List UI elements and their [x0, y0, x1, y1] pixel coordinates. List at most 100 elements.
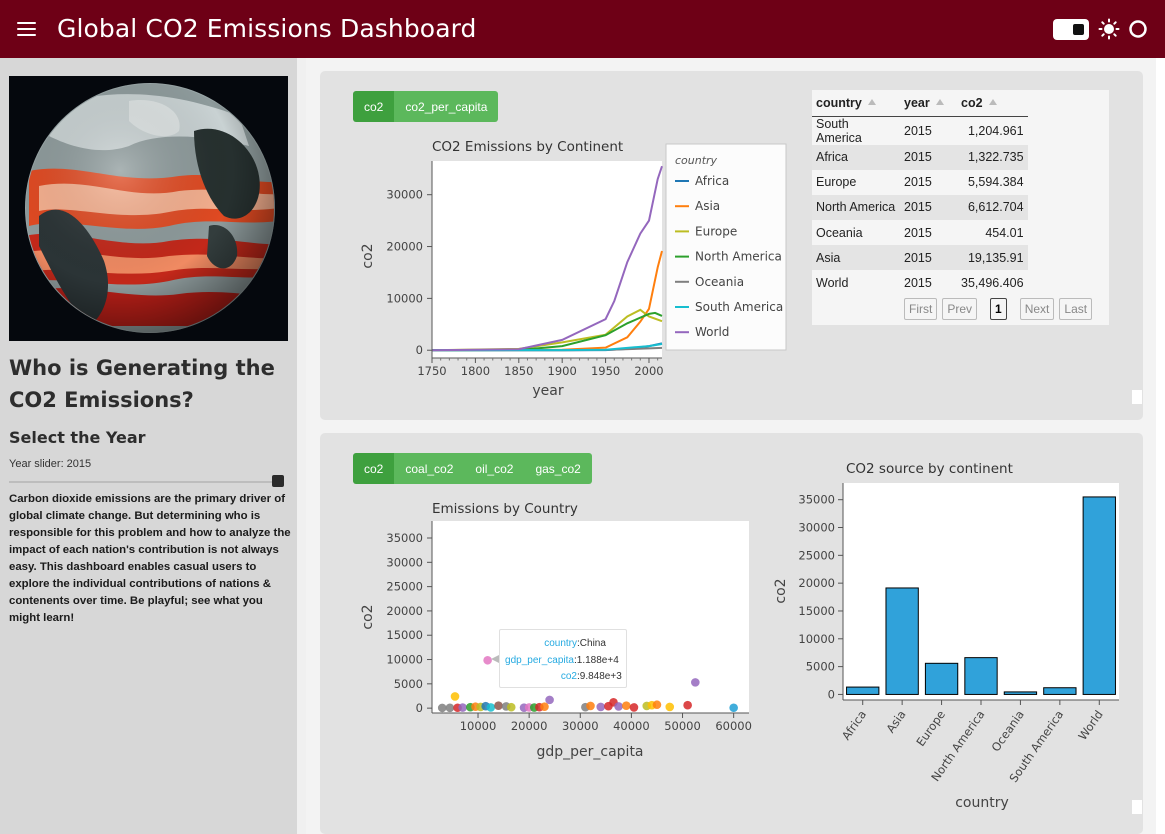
legend-label-north-america: North America [695, 250, 782, 264]
x-tick-label: 1950 [591, 364, 620, 378]
scatter-point[interactable] [621, 701, 631, 711]
bar-europe[interactable] [924, 662, 959, 695]
scatter-point[interactable] [665, 702, 675, 712]
x-tick-label: 2000 [634, 364, 663, 378]
legend-label-oceania: Oceania [695, 275, 744, 289]
y-tick-label: 30000 [798, 521, 835, 535]
year-slider-track[interactable] [9, 481, 284, 483]
table-cell-year: 2015 [900, 144, 957, 170]
table-row[interactable]: World 2015 35,496.406 [812, 270, 1028, 296]
sort-icon[interactable] [935, 99, 944, 106]
line-series-world [431, 165, 663, 352]
col-country[interactable]: country [812, 90, 900, 117]
scatter-point[interactable] [545, 695, 554, 705]
x-tick-label: 50000 [664, 719, 701, 733]
table-cell-year: 2015 [900, 245, 957, 271]
y-tick-label: 0 [828, 687, 835, 701]
app-header: Global CO2 Emissions Dashboard [0, 0, 1165, 58]
pager-prev[interactable]: Prev [942, 298, 978, 320]
x-tick-label: 10000 [460, 719, 497, 733]
scatter-point[interactable] [729, 703, 738, 713]
table-cell-year: 2015 [900, 169, 957, 195]
scatter-point[interactable] [486, 703, 496, 712]
table-cell-year: 2015 [900, 220, 957, 246]
pager-current-page[interactable]: 1 [990, 298, 1007, 320]
scatter-point[interactable] [540, 702, 549, 711]
top-metric-buttons: co2 co2_per_capita [353, 91, 499, 122]
table-cell-country: Africa [812, 144, 900, 170]
btn-gas-co2[interactable]: gas_co2 [524, 453, 592, 484]
status-circle-icon[interactable] [1128, 19, 1148, 39]
scatter-point[interactable] [494, 701, 503, 711]
scatter-point[interactable] [586, 701, 595, 711]
scrollbar[interactable] [1156, 58, 1165, 834]
table-row[interactable]: South America 2015 1,204.961 [812, 116, 1028, 145]
y-tick-label: 30000 [386, 555, 423, 569]
table-row[interactable]: Asia 2015 19,135.91 [812, 245, 1028, 271]
scatter-point[interactable] [483, 655, 492, 665]
table-cell-year: 2015 [900, 270, 957, 296]
card-resize-marker [1132, 390, 1142, 404]
scatter-point[interactable] [614, 702, 623, 711]
table-cell-year: 2015 [900, 194, 957, 221]
table-row[interactable]: Oceania 2015 454.01 [812, 220, 1028, 246]
theme-toggle[interactable] [1053, 19, 1089, 40]
btn-oil-co2[interactable]: oil_co2 [464, 453, 525, 484]
btn-co2-bottom[interactable]: co2 [353, 453, 395, 484]
pager-first[interactable]: First [904, 298, 938, 320]
scatter-point[interactable] [691, 678, 700, 687]
y-tick-label: 0 [416, 701, 423, 715]
sort-icon[interactable] [867, 99, 876, 106]
table-cell-country: South America [812, 116, 900, 145]
y-tick-label: 0 [416, 343, 423, 357]
toggle-knob [1073, 24, 1084, 35]
scatter-point[interactable] [437, 703, 447, 713]
y-tick-label: 10000 [798, 632, 835, 646]
year-slider-handle[interactable] [272, 475, 284, 487]
btn-coal-co2[interactable]: coal_co2 [394, 453, 465, 484]
bar-north-america[interactable] [964, 657, 998, 695]
col-co2[interactable]: co2 [957, 90, 1028, 117]
pager-last[interactable]: Last [1059, 298, 1093, 320]
btn-co2-top[interactable]: co2 [353, 91, 395, 122]
sort-icon[interactable] [988, 99, 997, 106]
x-tick-label: 1900 [548, 364, 577, 378]
table-cell-country: North America [812, 194, 900, 221]
card-resize-marker [1132, 800, 1142, 814]
scatter-point[interactable] [596, 702, 606, 712]
scatter-point[interactable] [445, 703, 455, 713]
scatter-point[interactable] [683, 700, 692, 710]
scatter-point[interactable] [506, 702, 516, 712]
bar-oceania[interactable] [1003, 691, 1038, 695]
col-year[interactable]: year [900, 90, 957, 117]
table-row[interactable]: Europe 2015 5,594.384 [812, 169, 1028, 195]
legend-label-africa: Africa [695, 174, 729, 188]
btn-co2-per-capita[interactable]: co2_per_capita [394, 91, 499, 122]
y-tick-label: 20000 [386, 604, 423, 618]
table-cell-country: Asia [812, 245, 900, 271]
bar-asia[interactable] [885, 587, 919, 695]
scatter-point[interactable] [652, 700, 662, 710]
bar-chart: 0 5000 10000 15000 20000 25000 30000 35000 Afri… [773, 483, 1119, 811]
scatter-point[interactable] [458, 703, 467, 712]
app-title: Global CO2 Emissions Dashboard [57, 14, 477, 43]
x-tick-label: Africa [839, 708, 869, 743]
bar-africa[interactable] [846, 686, 880, 695]
scatter-point[interactable] [629, 703, 639, 712]
bar-south-america[interactable] [1043, 687, 1077, 695]
bar-world[interactable] [1082, 496, 1116, 695]
scatter-tooltip: country:China gdp_per_capita:1.188e+4 co… [499, 629, 627, 688]
y-tick-label: 5000 [806, 660, 835, 674]
y-tick-label: 20000 [798, 576, 835, 590]
emissions-table: country year co2 South America 2015 1,204.… [812, 90, 1109, 325]
sun-icon[interactable] [1098, 18, 1120, 40]
scatter-ylabel: co2 [360, 604, 376, 629]
pager-next[interactable]: Next [1019, 298, 1055, 320]
legend-label-asia: Asia [695, 199, 720, 213]
menu-icon[interactable] [17, 21, 37, 37]
legend-label-europe: Europe [695, 224, 737, 238]
table-row[interactable]: North America 2015 6,612.704 [812, 194, 1028, 221]
y-tick-label: 25000 [798, 548, 835, 562]
scatter-point[interactable] [450, 692, 460, 701]
table-row[interactable]: Africa 2015 1,322.735 [812, 144, 1028, 170]
